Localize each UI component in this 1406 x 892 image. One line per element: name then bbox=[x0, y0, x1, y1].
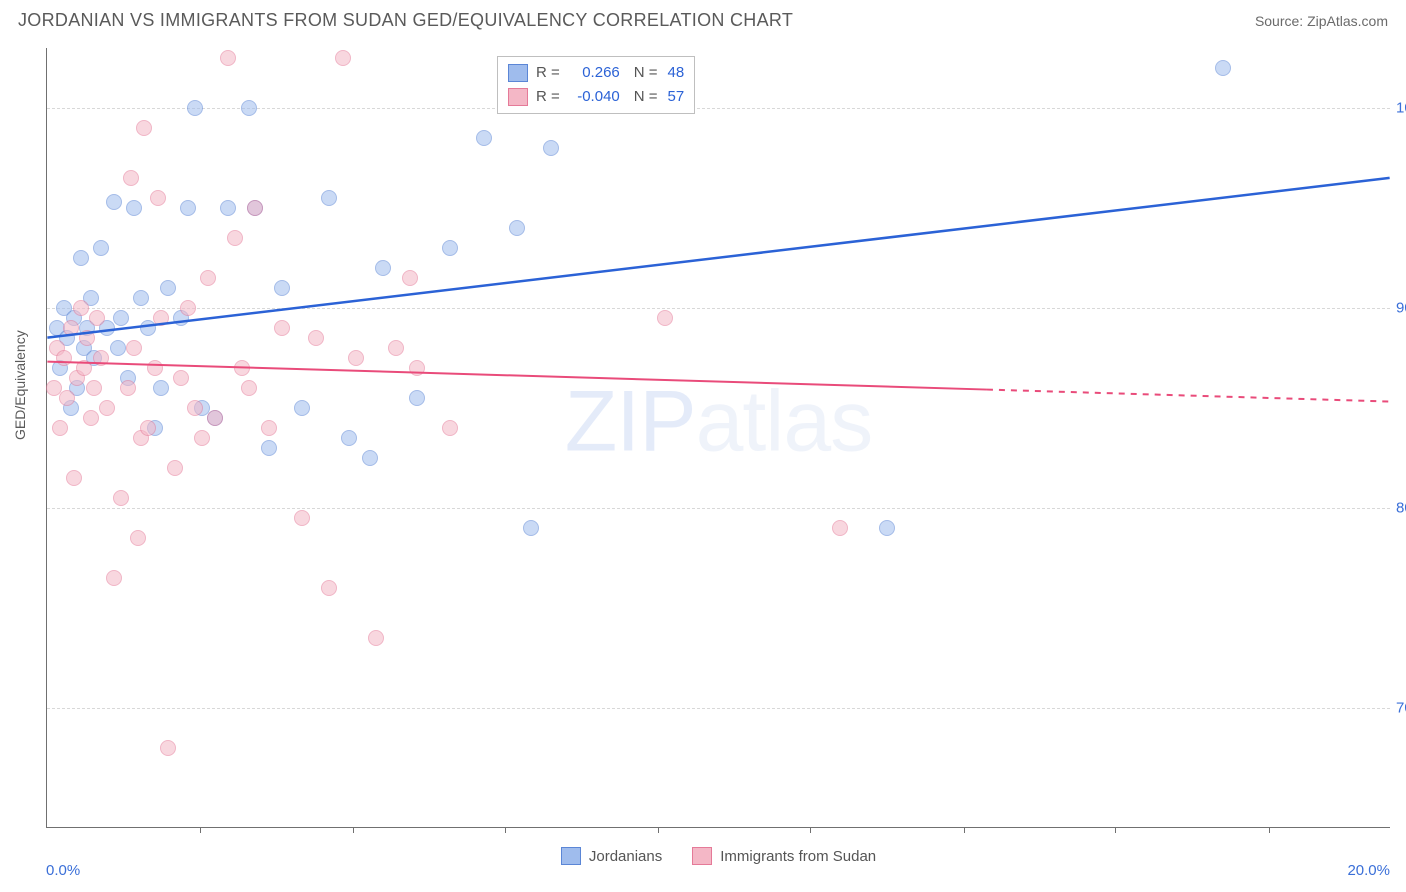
legend-row: R = -0.040 N = 57 bbox=[508, 85, 684, 109]
x-tick bbox=[1115, 827, 1116, 833]
trend-lines bbox=[47, 48, 1390, 827]
source-label: Source: ZipAtlas.com bbox=[1255, 13, 1388, 29]
y-tick-label: 70.0% bbox=[1396, 700, 1406, 717]
x-tick bbox=[1269, 827, 1270, 833]
legend-swatch bbox=[561, 847, 581, 865]
y-tick-label: 80.0% bbox=[1396, 500, 1406, 517]
legend-item: Immigrants from Sudan bbox=[692, 847, 876, 865]
x-axis-min-label: 0.0% bbox=[46, 862, 80, 879]
x-tick bbox=[658, 827, 659, 833]
n-value: 48 bbox=[668, 61, 685, 85]
n-value: 57 bbox=[668, 85, 685, 109]
x-tick bbox=[200, 827, 201, 833]
legend-label: Jordanians bbox=[589, 848, 662, 865]
n-label: N = bbox=[634, 85, 658, 109]
series-legend: Jordanians Immigrants from Sudan bbox=[47, 847, 1390, 865]
x-tick bbox=[505, 827, 506, 833]
y-tick-label: 90.0% bbox=[1396, 300, 1406, 317]
n-label: N = bbox=[634, 61, 658, 85]
legend-swatch bbox=[692, 847, 712, 865]
legend-swatch bbox=[508, 64, 528, 82]
x-tick bbox=[964, 827, 965, 833]
correlation-legend: R = 0.266 N = 48 R = -0.040 N = 57 bbox=[497, 56, 695, 114]
chart-title: JORDANIAN VS IMMIGRANTS FROM SUDAN GED/E… bbox=[18, 10, 793, 31]
y-tick-label: 100.0% bbox=[1396, 100, 1406, 117]
x-tick bbox=[353, 827, 354, 833]
r-label: R = bbox=[536, 61, 560, 85]
r-label: R = bbox=[536, 85, 560, 109]
y-axis-label: GED/Equivalency bbox=[12, 330, 28, 440]
legend-swatch bbox=[508, 88, 528, 106]
r-value: -0.040 bbox=[568, 85, 620, 109]
legend-row: R = 0.266 N = 48 bbox=[508, 61, 684, 85]
legend-label: Immigrants from Sudan bbox=[720, 848, 876, 865]
legend-item: Jordanians bbox=[561, 847, 662, 865]
x-axis-max-label: 20.0% bbox=[1347, 862, 1390, 879]
r-value: 0.266 bbox=[568, 61, 620, 85]
x-tick bbox=[810, 827, 811, 833]
plot-area: ZIPatlas 70.0%80.0%90.0%100.0% R =0.266N… bbox=[46, 48, 1390, 828]
